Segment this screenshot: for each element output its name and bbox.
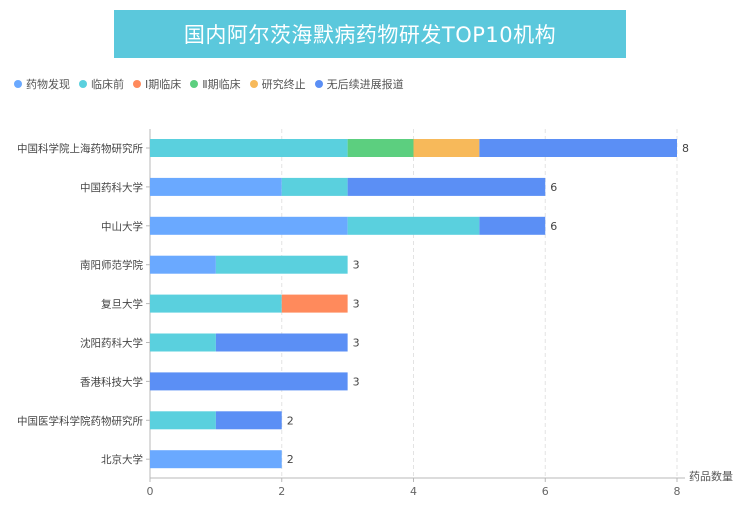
bar-total-label: 2 <box>287 453 294 466</box>
bar-segment <box>215 411 282 430</box>
bar-segment <box>150 177 282 196</box>
bar-total-label: 3 <box>353 337 360 350</box>
bar-segment <box>150 139 348 157</box>
bar-segment <box>479 216 546 235</box>
bar-segment <box>150 333 216 352</box>
chart-title: 国内阿尔茨海默病药物研发TOP10机构 <box>114 10 626 58</box>
bar-segment <box>281 294 348 313</box>
legend-label: 无后续进展报道 <box>326 78 404 91</box>
y-tick-label: 复旦大学 <box>101 298 143 311</box>
legend-marker <box>190 80 199 88</box>
bar-segment <box>413 139 480 157</box>
y-tick-label: 香港科技大学 <box>80 375 143 388</box>
legend-item[interactable]: Ⅰ期临床 <box>133 76 181 92</box>
bar-total-label: 6 <box>550 220 557 233</box>
bar-segment <box>347 139 414 157</box>
legend-label: 临床前 <box>91 78 124 91</box>
x-tick-label: 6 <box>542 485 549 498</box>
y-tick-label: 中国科学院上海药物研究所 <box>17 142 143 155</box>
x-tick-label: 0 <box>147 485 154 498</box>
bar-segment <box>215 255 348 274</box>
bar-total-label: 6 <box>550 181 557 194</box>
legend-label: Ⅰ期临床 <box>145 78 182 91</box>
bar-total-label: 8 <box>682 142 689 155</box>
x-tick-label: 2 <box>278 485 285 498</box>
bar-total-label: 2 <box>287 414 294 427</box>
bar-segment <box>150 216 348 235</box>
bar-segment <box>281 177 348 196</box>
y-tick-label: 北京大学 <box>101 453 143 466</box>
x-axis-label: 药品数量 <box>689 470 733 483</box>
bar-segment <box>347 177 546 196</box>
legend-marker <box>249 80 258 88</box>
bar-segment <box>150 294 282 313</box>
y-tick-label: 南阳师范学院 <box>80 259 143 272</box>
y-tick-label: 中国医学科学院药物研究所 <box>17 414 143 427</box>
legend-item[interactable]: 无后续进展报道 <box>314 76 404 92</box>
bar-segment <box>150 372 348 391</box>
legend-item[interactable]: Ⅱ期临床 <box>190 76 241 92</box>
legend-marker <box>79 80 87 88</box>
x-tick-label: 4 <box>410 485 417 498</box>
legend-item[interactable]: 临床前 <box>79 76 124 92</box>
bar-segment <box>150 450 282 469</box>
x-tick-label: 8 <box>674 485 681 498</box>
bar-total-label: 3 <box>353 298 360 311</box>
chart-legend: 药物发现 临床前 Ⅰ期临床 Ⅱ期临床 研究终止 无后续进展报道 <box>14 76 413 92</box>
legend-label: 药物发现 <box>26 78 70 91</box>
y-tick-label: 中山大学 <box>101 220 143 233</box>
bar-total-label: 3 <box>353 375 360 388</box>
bar-segment <box>150 411 216 430</box>
bar-total-label: 3 <box>353 259 360 272</box>
y-tick-label: 沈阳药科大学 <box>80 337 143 350</box>
legend-marker <box>314 80 323 88</box>
legend-marker <box>133 80 141 88</box>
legend-item[interactable]: 药物发现 <box>14 76 70 92</box>
y-tick-label: 中国药科大学 <box>80 181 143 194</box>
bar-segment <box>347 216 480 235</box>
bar-segment <box>479 139 677 157</box>
legend-label: 研究终止 <box>261 78 306 91</box>
bar-segment <box>150 255 216 274</box>
legend-label: Ⅱ期临床 <box>202 78 241 91</box>
legend-item[interactable]: 研究终止 <box>249 76 306 92</box>
legend-marker <box>14 80 22 88</box>
bar-segment <box>215 333 348 352</box>
